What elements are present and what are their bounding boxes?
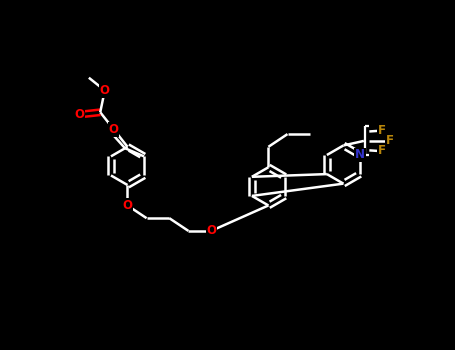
Text: F: F — [378, 124, 386, 138]
Text: O: O — [109, 123, 119, 136]
Text: N: N — [355, 148, 365, 161]
Text: O: O — [122, 199, 132, 212]
Text: F: F — [386, 134, 394, 147]
Text: O: O — [206, 224, 216, 237]
Text: F: F — [378, 145, 386, 158]
Text: O: O — [75, 108, 85, 121]
Text: O: O — [100, 84, 110, 97]
